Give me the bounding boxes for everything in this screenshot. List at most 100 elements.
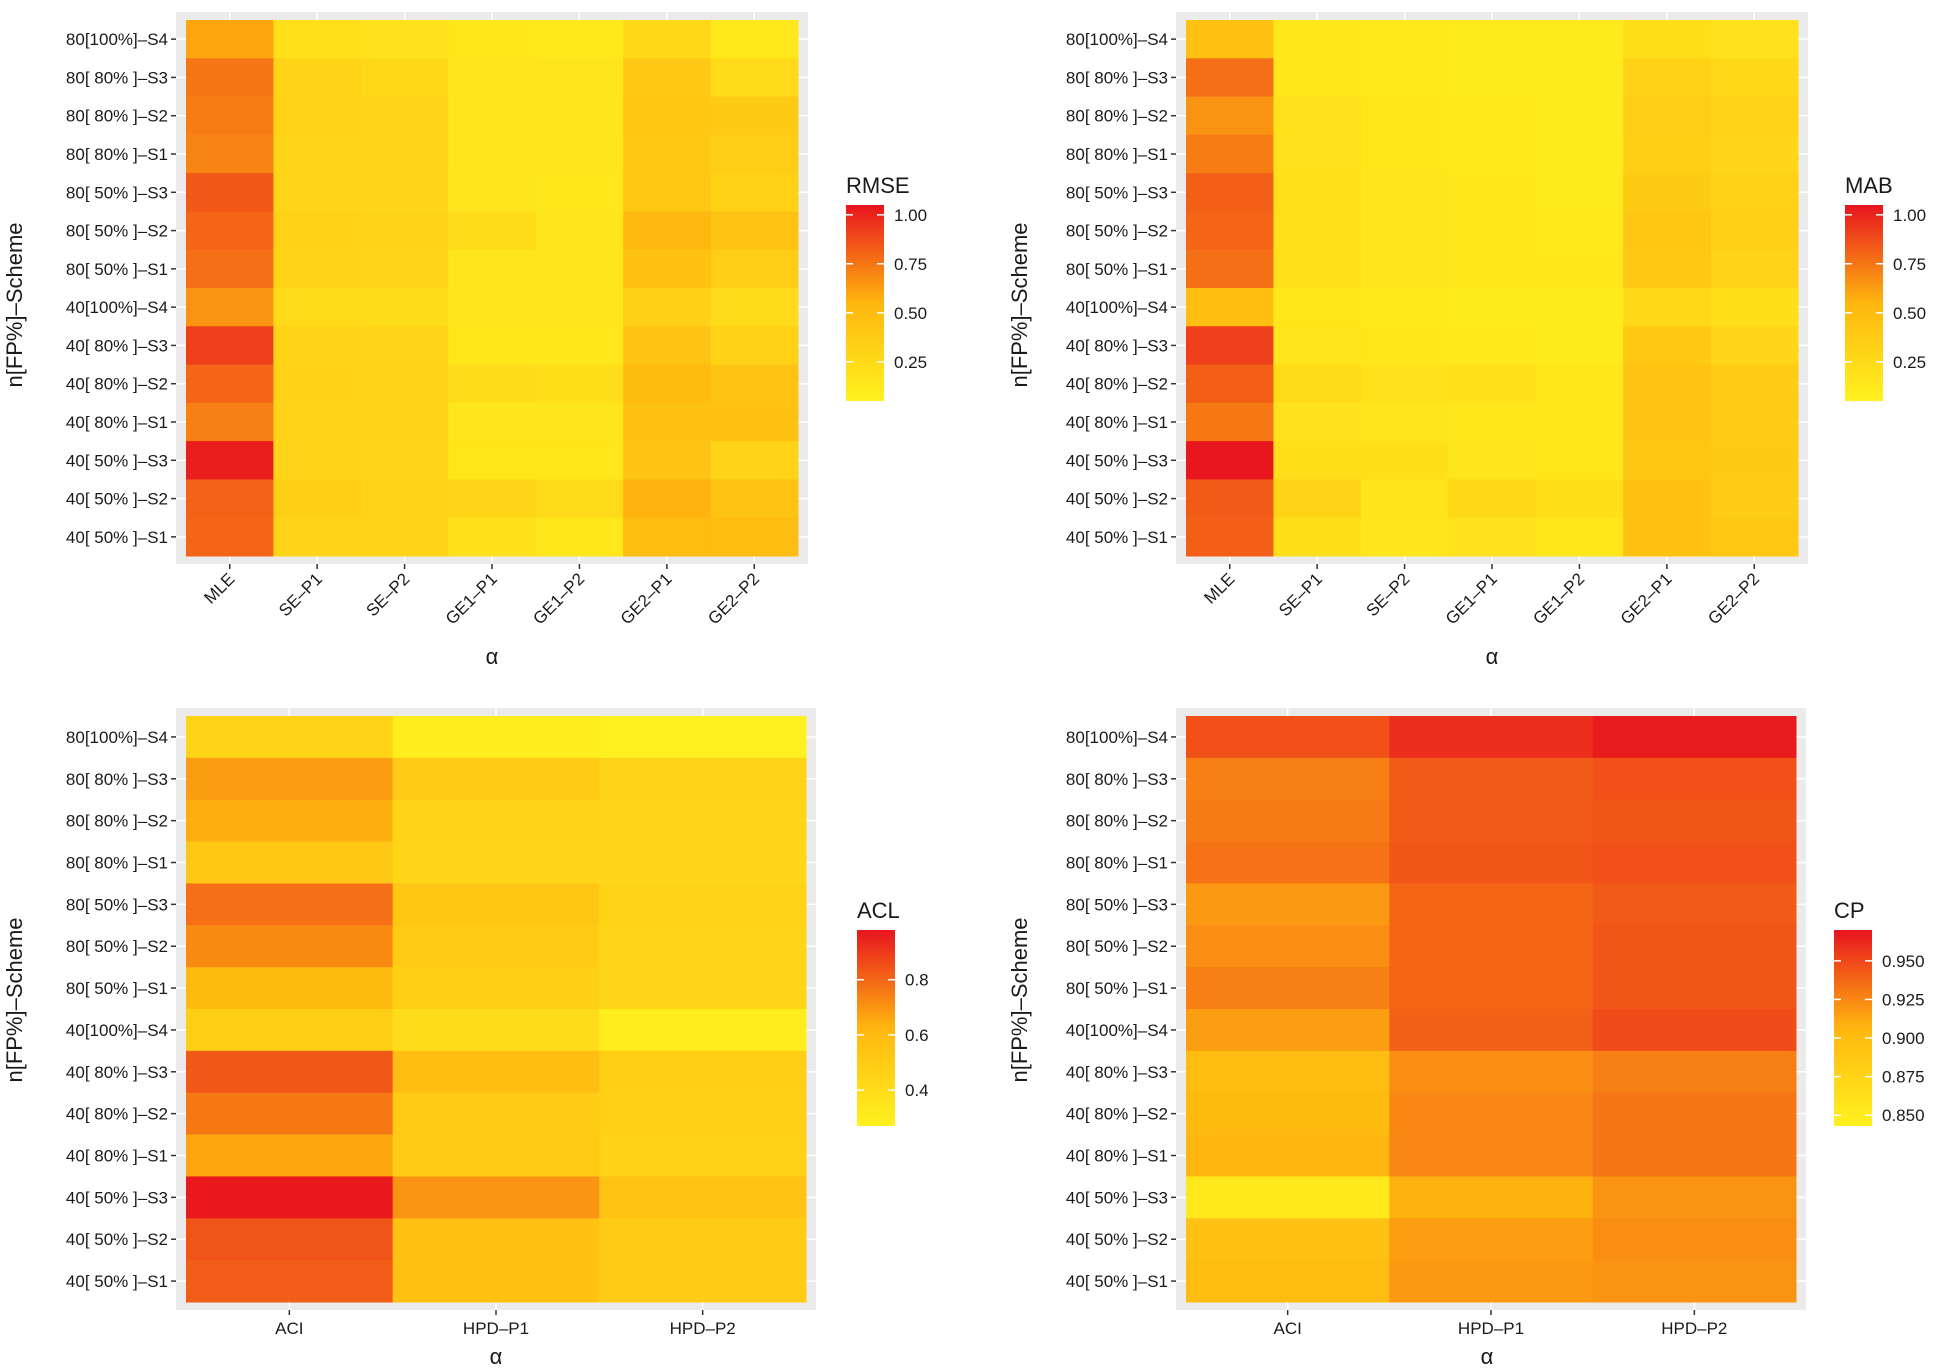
mab-tile: [1186, 211, 1274, 251]
mab-tile: [1623, 20, 1712, 59]
mab-tile: [1448, 326, 1537, 366]
acl-x-axis-title: α: [490, 1344, 503, 1369]
cp-tile: [1186, 841, 1390, 884]
rmse-y-axis-title: n[FP%]–Scheme: [2, 222, 27, 387]
acl-y-tick-label: 80[ 80% ]–S3: [66, 770, 168, 789]
rmse-x-tick-label: MLE: [200, 569, 238, 607]
acl-tile: [392, 1260, 600, 1303]
mab-tile: [1273, 326, 1362, 366]
mab-tile: [1535, 441, 1624, 480]
mab-tile: [1535, 402, 1624, 442]
acl-tile: [186, 1009, 394, 1052]
rmse-tile: [360, 58, 449, 98]
rmse-tile: [360, 402, 449, 442]
cp-tile: [1389, 757, 1594, 801]
rmse-tile: [623, 288, 712, 327]
mab-tile: [1186, 441, 1274, 480]
mab-tile: [1360, 517, 1449, 557]
acl-tile: [186, 841, 394, 884]
rmse-tile: [273, 364, 362, 404]
mab-tile: [1273, 211, 1362, 251]
acl-tile: [186, 1218, 394, 1261]
mab-legend-title: MAB: [1845, 173, 1893, 198]
mab-tile: [1186, 402, 1274, 442]
mab-y-tick-label: 80[100%]–S4: [1066, 30, 1168, 49]
mab-y-tick-label: 80[ 50% ]–S1: [1066, 260, 1168, 279]
rmse-legend-colorbar: [846, 205, 884, 401]
mab-x-axis-title: α: [1486, 644, 1499, 669]
rmse-tile: [535, 479, 624, 519]
cp-tile: [1186, 716, 1390, 759]
cp-y-tick-label: 40[ 80% ]–S2: [1066, 1105, 1168, 1124]
cp-tile: [1186, 1092, 1390, 1136]
cp-y-tick-label: 80[100%]–S4: [1066, 728, 1168, 747]
mab-tile: [1535, 20, 1624, 59]
rmse-legend-label: 0.75: [894, 255, 927, 274]
cp-y-tick-label: 80[ 50% ]–S1: [1066, 979, 1168, 998]
rmse-tile: [623, 211, 712, 251]
acl-tile: [186, 1092, 394, 1136]
mab-tile: [1273, 249, 1362, 289]
rmse-y-tick-label: 40[ 50% ]–S1: [66, 528, 168, 547]
acl-heatmap: n[FP%]–Scheme α ACL 80[100%]–S4 80[ 80% ]…: [2, 708, 929, 1369]
rmse-tile: [186, 58, 274, 98]
mab-tile: [1448, 364, 1537, 404]
rmse-tile: [710, 517, 799, 557]
rmse-tile: [535, 173, 624, 212]
mab-tile: [1186, 58, 1274, 98]
mab-tile: [1273, 479, 1362, 519]
rmse-tile: [535, 402, 624, 442]
mab-tile: [1710, 288, 1799, 327]
rmse-tile: [186, 288, 274, 327]
cp-legend-colorbar: [1834, 930, 1872, 1126]
cp-legend-label: 0.925: [1882, 990, 1925, 1009]
rmse-tile: [360, 441, 449, 480]
acl-legend-title: ACL: [857, 898, 900, 923]
cp-tile: [1592, 1176, 1797, 1219]
rmse-x-tick-label: GE1–P2: [529, 569, 588, 628]
cp-legend-label: 0.875: [1882, 1068, 1925, 1087]
cp-tile: [1186, 925, 1390, 968]
rmse-tile: [535, 58, 624, 98]
rmse-tile: [186, 441, 274, 480]
acl-tile: [599, 1260, 807, 1303]
mab-tile: [1623, 326, 1712, 366]
mab-x-tick-label: GE2–P1: [1617, 569, 1676, 628]
acl-y-tick-label: 40[ 80% ]–S1: [66, 1147, 168, 1166]
mab-tile: [1535, 288, 1624, 327]
rmse-tile: [186, 402, 274, 442]
rmse-legend-title: RMSE: [846, 173, 910, 198]
mab-tile: [1186, 326, 1274, 366]
mab-legend-label: 1.00: [1893, 206, 1926, 225]
mab-tile: [1710, 96, 1799, 136]
cp-tile: [1389, 1009, 1594, 1052]
mab-x-tick-label: GE1–P1: [1442, 569, 1501, 628]
cp-y-axis-title: n[FP%]–Scheme: [1007, 917, 1032, 1082]
rmse-tile: [535, 134, 624, 174]
acl-y-tick-label: 40[ 50% ]–S1: [66, 1272, 168, 1291]
rmse-tile: [623, 20, 712, 59]
rmse-legend-label: 0.25: [894, 353, 927, 372]
mab-tile: [1710, 173, 1799, 212]
mab-tile: [1186, 173, 1274, 212]
acl-tile: [186, 1176, 394, 1219]
mab-tile: [1186, 20, 1274, 59]
rmse-tile: [360, 134, 449, 174]
mab-tile: [1360, 96, 1449, 136]
acl-y-tick-label: 80[ 80% ]–S2: [66, 812, 168, 831]
rmse-tile: [273, 58, 362, 98]
acl-y-tick-label: 40[ 80% ]–S3: [66, 1063, 168, 1082]
mab-tile: [1448, 517, 1537, 557]
rmse-y-tick-label: 80[ 50% ]–S3: [66, 183, 168, 202]
mab-x-tick-label: GE1–P2: [1529, 569, 1588, 628]
mab-y-tick-label: 80[ 80% ]–S1: [1066, 145, 1168, 164]
rmse-x-tick-label: SE–P1: [275, 569, 326, 620]
rmse-tile: [623, 96, 712, 136]
rmse-tile: [710, 288, 799, 327]
cp-legend-label: 0.950: [1882, 952, 1925, 971]
cp-tile: [1389, 967, 1594, 1010]
cp-tile: [1592, 1260, 1797, 1303]
rmse-tile: [535, 20, 624, 59]
acl-y-tick-label: 80[ 50% ]–S1: [66, 979, 168, 998]
cp-tile: [1389, 1176, 1594, 1219]
